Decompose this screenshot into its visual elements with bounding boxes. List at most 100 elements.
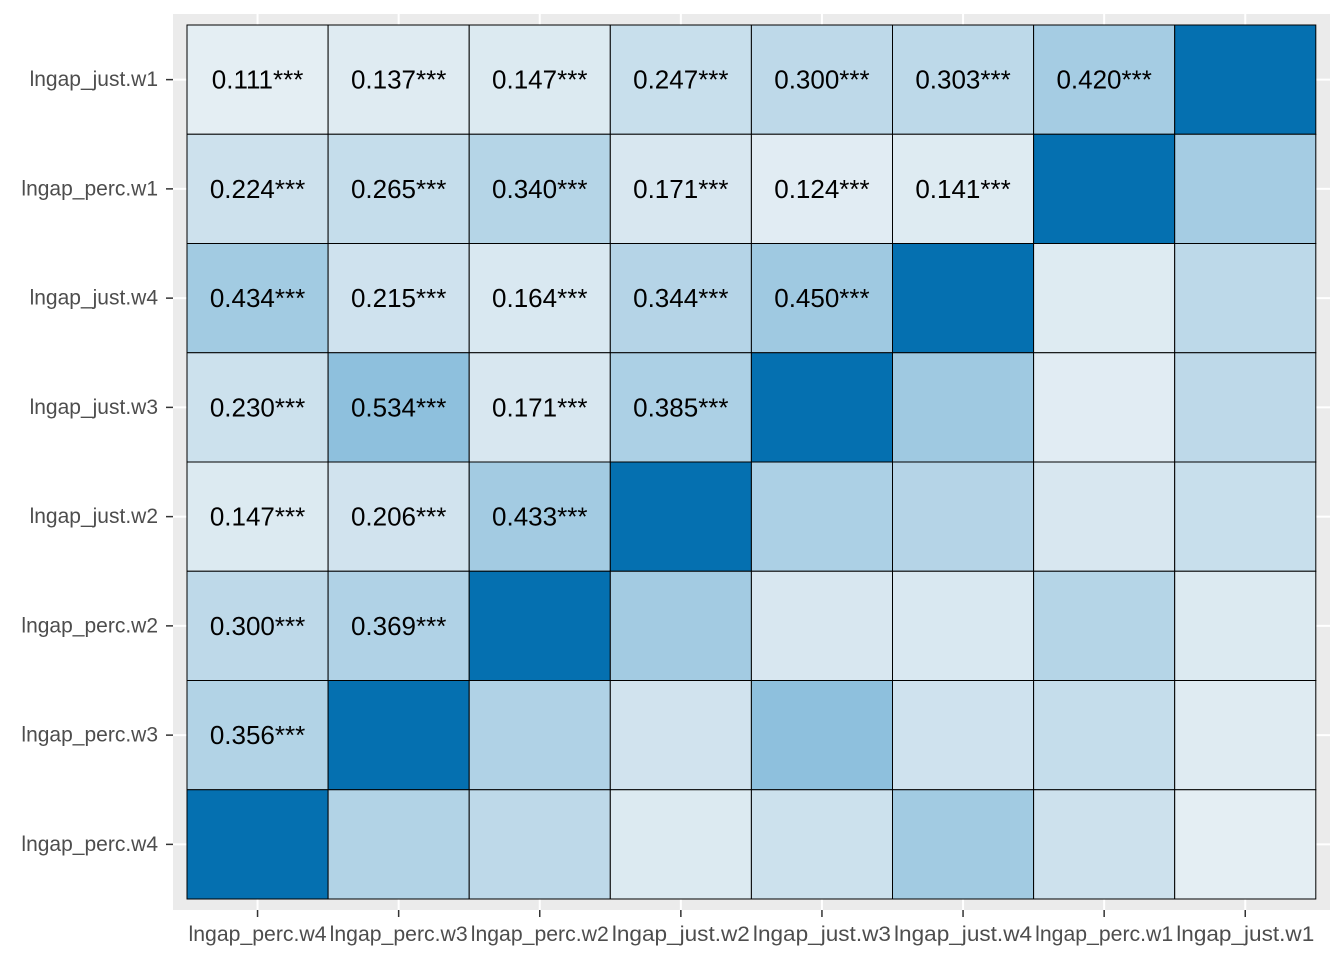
x-axis-tick-label: lngap_perc.w1 <box>1035 923 1173 946</box>
cell-value-label: 0.369*** <box>351 611 446 641</box>
heatmap-cell <box>468 789 611 900</box>
y-axis: lngap_just.w1 lngap_perc.w1 lngap_just.w4l… <box>21 68 173 856</box>
heatmap-cell <box>750 680 894 791</box>
heatmap-cell <box>186 24 329 135</box>
heatmap-cell <box>186 133 329 244</box>
cell-value-label: 0.206*** <box>351 502 446 532</box>
x-axis-tick-label: lngap_just.w1 <box>1176 923 1314 946</box>
heatmap-cell <box>1174 243 1317 354</box>
cell-value-label: 0.300*** <box>774 65 869 95</box>
cell-value-label: 0.265*** <box>351 174 446 204</box>
heatmap-cell <box>468 680 611 791</box>
heatmap-cell <box>1174 680 1317 791</box>
heatmap-cell <box>468 133 611 244</box>
heatmap-cell <box>892 243 1035 354</box>
cell-value-label: 0.534*** <box>351 392 446 422</box>
heatmap-cell <box>609 243 752 354</box>
heatmap-cell <box>327 680 470 791</box>
cell-value-label: 0.147*** <box>210 502 305 532</box>
heatmap-cell-labels: 0.111*** 0.137*** 0.147*** 0.247*** 0.300***… <box>210 65 1152 751</box>
heatmap-cell <box>750 24 894 135</box>
heatmap-cell <box>327 352 470 463</box>
heatmap-cell <box>892 461 1035 572</box>
heatmap-cell <box>609 680 752 791</box>
y-axis-tick-label: lngap_just.w4 <box>30 287 159 310</box>
x-axis-tick-label: lngap_just.w2 <box>612 923 750 946</box>
y-axis-tick-label: lngap_just.w3 <box>30 396 158 419</box>
heatmap-cell <box>892 789 1035 900</box>
heatmap-cell <box>327 461 470 572</box>
heatmap-cell <box>1033 461 1176 572</box>
x-axis: lngap_perc.w4 lngap_perc.w3 lngap_perc.w2 l… <box>189 910 1314 946</box>
heatmap-cell <box>327 789 470 900</box>
y-axis-tick-label: lngap_just.w2 <box>30 505 158 528</box>
heatmap-cell <box>468 461 611 572</box>
y-axis-tick-label: lngap_just.w1 <box>30 68 158 91</box>
heatmap-cell <box>609 133 752 244</box>
y-axis-tick-label: lngap_perc.w2 <box>21 614 158 637</box>
heatmap-cell <box>609 24 752 135</box>
x-axis-tick-label: lngap_perc.w4 <box>189 923 327 946</box>
cell-value-label: 0.147*** <box>492 65 587 95</box>
cell-value-label: 0.340*** <box>492 174 587 204</box>
heatmap-cell <box>892 352 1035 463</box>
cell-value-label: 0.111*** <box>212 65 304 95</box>
heatmap-cell <box>750 461 894 572</box>
cell-value-label: 0.141*** <box>915 174 1010 204</box>
x-axis-tick-label: lngap_just.w3 <box>753 923 891 946</box>
heatmap-cell <box>186 243 329 354</box>
heatmap-cell <box>1174 570 1317 681</box>
cell-value-label: 0.433*** <box>492 502 587 532</box>
x-axis-tick-label: lngap_perc.w3 <box>330 923 468 946</box>
heatmap-cell <box>1174 133 1317 244</box>
heatmap-cell <box>186 680 329 791</box>
heatmap-cell <box>468 570 611 681</box>
heatmap-cell <box>327 570 470 681</box>
heatmap-cell <box>1033 352 1176 463</box>
cell-value-label: 0.420*** <box>1056 65 1151 95</box>
heatmap-cell <box>1033 570 1176 681</box>
cell-value-label: 0.164*** <box>492 283 587 313</box>
heatmap-cell <box>186 461 329 572</box>
heatmap-cell <box>1033 789 1176 900</box>
cell-value-label: 0.137*** <box>351 65 446 95</box>
cell-value-label: 0.124*** <box>774 174 869 204</box>
x-axis-tick-label: lngap_perc.w2 <box>471 923 609 946</box>
cell-value-label: 0.303*** <box>915 65 1010 95</box>
heatmap-cell <box>1174 352 1317 463</box>
cell-value-label: 0.450*** <box>774 283 869 313</box>
heatmap-cell <box>1174 24 1317 135</box>
cell-value-label: 0.224*** <box>210 174 305 204</box>
heatmap-cell <box>609 789 752 900</box>
heatmap-cell <box>609 461 752 572</box>
heatmap-cell <box>1174 461 1317 572</box>
cell-value-label: 0.215*** <box>351 283 446 313</box>
heatmap-cell <box>750 352 894 463</box>
heatmap-cell <box>468 352 611 463</box>
heatmap-cell <box>892 680 1035 791</box>
heatmap-cells <box>186 24 1317 900</box>
heatmap-cell <box>327 24 470 135</box>
heatmap-cell <box>609 570 752 681</box>
cell-value-label: 0.230*** <box>210 392 305 422</box>
cell-value-label: 0.344*** <box>633 283 728 313</box>
heatmap-cell <box>186 789 329 900</box>
heatmap-cell <box>327 133 470 244</box>
y-axis-tick-label: lngap_perc.w1 <box>21 177 158 200</box>
heatmap-cell <box>892 570 1035 681</box>
y-axis-tick-label: lngap_perc.w3 <box>21 724 158 747</box>
cell-value-label: 0.356*** <box>210 720 305 750</box>
heatmap-cell <box>1033 680 1176 791</box>
heatmap-cell <box>468 24 611 135</box>
x-axis-tick-label: lngap_just.w4 <box>894 923 1032 946</box>
cell-value-label: 0.300*** <box>210 611 305 641</box>
cell-value-label: 0.385*** <box>633 392 728 422</box>
cell-value-label: 0.434*** <box>210 283 305 313</box>
heatmap-cell <box>1033 24 1176 135</box>
cell-value-label: 0.171*** <box>633 174 728 204</box>
heatmap-cell <box>750 789 894 900</box>
heatmap-cell <box>1033 243 1176 354</box>
cell-value-label: 0.247*** <box>633 65 728 95</box>
y-axis-tick-label: lngap_perc.w4 <box>21 833 158 856</box>
